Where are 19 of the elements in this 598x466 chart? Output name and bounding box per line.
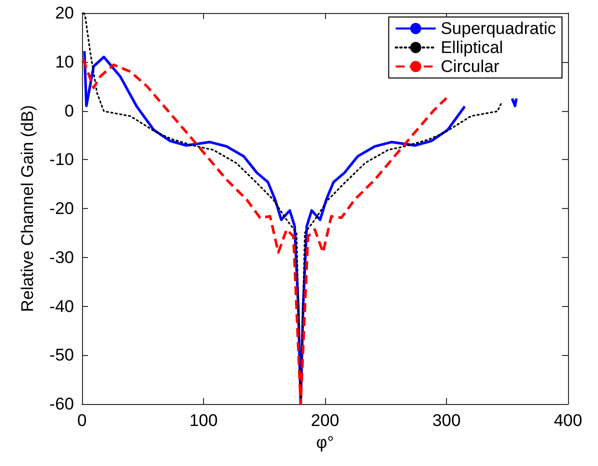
y-tick-label: -10 bbox=[49, 150, 74, 170]
y-tick-label: -20 bbox=[49, 199, 74, 218]
x-tick-label: 100 bbox=[189, 411, 218, 430]
x-tick-label: 300 bbox=[432, 411, 461, 430]
x-axis-title: φ° bbox=[316, 433, 334, 452]
y-tick-label: -40 bbox=[49, 296, 74, 316]
y-tick-label: 0 bbox=[64, 101, 74, 120]
legend-label: Superquadratic bbox=[440, 19, 556, 38]
x-tick-label: 200 bbox=[310, 411, 340, 430]
legend-label: Elliptical bbox=[440, 38, 504, 57]
y-tick-label: -30 bbox=[49, 248, 74, 267]
y-tick-label: 10 bbox=[55, 52, 74, 72]
legend-label: Circular bbox=[440, 57, 500, 76]
x-tick-label: 0 bbox=[77, 411, 87, 430]
y-tick-label: -60 bbox=[49, 394, 74, 414]
y-tick-label: -50 bbox=[49, 346, 74, 365]
y-tick-label: 20 bbox=[55, 4, 74, 22]
y-axis-title: Relative Channel Gain (dB) bbox=[18, 105, 37, 312]
x-tick-label: 400 bbox=[554, 411, 582, 430]
